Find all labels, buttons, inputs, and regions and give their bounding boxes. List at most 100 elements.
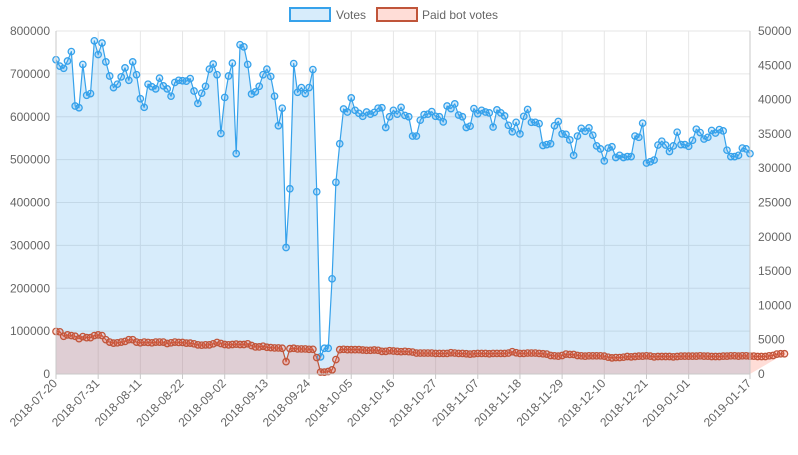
point-votes	[523, 105, 532, 114]
point-paid-bot-votes	[332, 355, 340, 364]
legend-label-votes[interactable]: Votes	[336, 8, 366, 22]
point-votes	[75, 103, 83, 112]
point-votes	[700, 135, 708, 143]
point-votes	[335, 139, 344, 148]
point-votes	[516, 130, 524, 138]
point-votes	[723, 146, 731, 155]
point-votes	[366, 110, 375, 119]
point-votes	[209, 60, 218, 68]
point-votes	[634, 133, 643, 142]
point-votes	[454, 111, 463, 119]
legend-label-paid-bot-votes[interactable]: Paid bot votes	[422, 8, 498, 22]
point-votes	[669, 142, 678, 150]
point-votes	[113, 80, 122, 89]
point-votes	[224, 72, 233, 80]
point-votes	[646, 157, 655, 166]
point-paid-bot-votes	[128, 335, 137, 344]
point-votes	[259, 70, 267, 79]
point-votes	[435, 112, 444, 121]
point-votes	[703, 133, 712, 142]
point-votes	[186, 74, 195, 83]
point-votes	[688, 136, 697, 145]
point-votes	[309, 65, 317, 74]
point-votes	[167, 92, 175, 101]
point-votes	[485, 109, 494, 117]
point-votes	[67, 47, 76, 56]
y-right-tick-label: 0	[758, 367, 765, 381]
point-votes	[98, 39, 106, 47]
y-right-tick-label: 50000	[758, 24, 792, 38]
point-votes	[305, 83, 313, 92]
point-votes	[220, 93, 229, 102]
point-votes	[63, 57, 72, 65]
point-votes	[508, 127, 517, 136]
point-votes	[197, 89, 206, 98]
point-votes	[343, 108, 352, 116]
point-paid-bot-votes	[243, 339, 252, 348]
y-left-tick-label: 0	[43, 367, 50, 381]
y-left-tick-label: 500000	[10, 153, 50, 167]
point-paid-bot-votes	[71, 332, 80, 341]
point-votes	[286, 184, 294, 193]
point-votes	[638, 119, 647, 128]
point-votes	[684, 142, 693, 151]
area-paid-bot-votes	[56, 331, 785, 374]
point-votes	[719, 127, 728, 135]
legend-swatch-paid-bot-votes[interactable]	[376, 7, 418, 22]
point-votes	[274, 121, 283, 130]
point-paid-bot-votes	[312, 353, 321, 362]
point-votes	[328, 274, 336, 283]
point-votes	[385, 112, 394, 121]
point-votes	[661, 141, 670, 149]
legend-swatch-votes[interactable]	[289, 7, 331, 22]
y-right-tick-label: 15000	[758, 264, 792, 278]
point-votes	[562, 130, 570, 139]
point-paid-bot-votes	[278, 344, 287, 353]
point-votes	[680, 140, 689, 149]
point-votes	[362, 108, 371, 116]
point-votes	[573, 132, 582, 140]
legend: Votes Paid bot votes	[289, 7, 498, 22]
point-votes	[59, 64, 68, 73]
point-votes	[519, 112, 528, 121]
point-votes	[136, 94, 145, 103]
point-votes	[151, 85, 160, 93]
point-votes	[194, 99, 202, 108]
point-votes	[450, 100, 459, 108]
y-right-tick-label: 25000	[758, 196, 792, 210]
point-votes	[163, 85, 172, 93]
point-votes	[217, 129, 225, 138]
point-votes	[128, 58, 137, 66]
point-votes	[240, 43, 248, 51]
point-votes	[734, 151, 743, 160]
point-votes	[650, 156, 658, 164]
point-votes	[282, 243, 290, 252]
point-votes	[416, 116, 425, 125]
point-votes	[297, 83, 306, 92]
point-votes	[255, 82, 264, 91]
point-votes	[546, 139, 555, 148]
y-right-tick-label: 40000	[758, 93, 792, 107]
point-votes	[596, 145, 605, 153]
point-votes	[205, 65, 214, 74]
point-votes	[232, 149, 241, 158]
point-votes	[665, 147, 674, 156]
y-left-tick-label: 600000	[10, 110, 50, 124]
y-left-tick-label: 100000	[10, 324, 50, 338]
y-right-tick-label: 20000	[758, 230, 792, 244]
point-votes	[627, 152, 635, 161]
point-paid-bot-votes	[309, 345, 317, 354]
point-votes	[55, 62, 64, 71]
point-votes	[125, 76, 133, 85]
point-votes	[393, 110, 402, 119]
point-votes	[439, 118, 448, 126]
y-left-tick-label: 700000	[10, 67, 50, 81]
point-votes	[213, 70, 221, 79]
point-votes	[263, 65, 271, 74]
point-paid-bot-votes	[86, 333, 95, 342]
point-paid-bot-votes	[324, 367, 333, 376]
point-votes	[190, 87, 198, 95]
point-votes	[696, 128, 705, 137]
point-paid-bot-votes	[780, 349, 789, 358]
